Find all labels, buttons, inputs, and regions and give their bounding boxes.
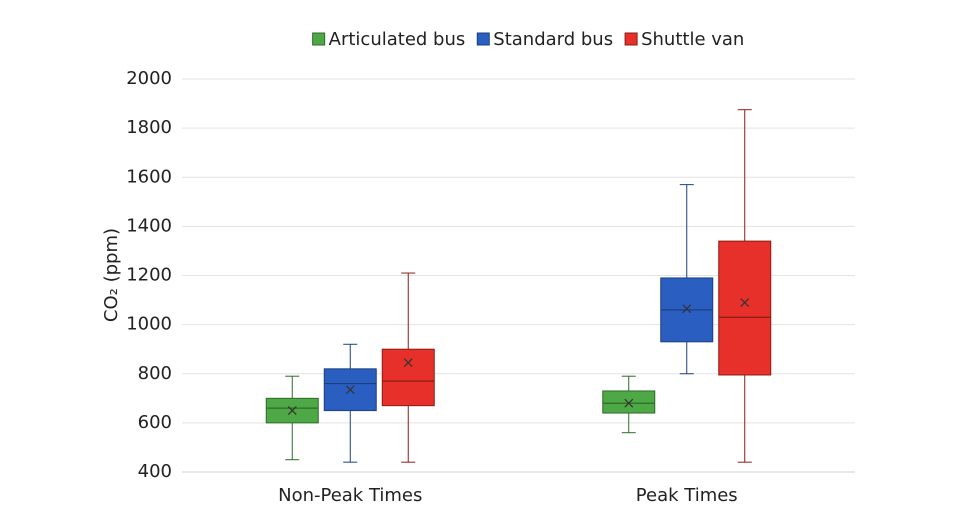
y-tick-label: 1400 (126, 215, 172, 236)
legend-label: Standard bus (493, 29, 613, 50)
mean-marker (740, 298, 750, 307)
mean-marker (682, 304, 692, 314)
y-tick-label: 1200 (126, 265, 172, 286)
box (381, 348, 435, 407)
mean-marker (345, 385, 355, 395)
mean-marker (624, 398, 634, 408)
y-tick-label: 800 (138, 363, 172, 384)
x-tick-label: Non-Peak Times (278, 485, 422, 506)
legend-swatch (624, 32, 638, 46)
y-tick-label: 2000 (126, 68, 172, 89)
x-tick-label: Peak Times (636, 485, 738, 506)
legend-label: Articulated bus (329, 29, 466, 50)
y-tick-label: 1000 (126, 314, 172, 335)
legend-swatch (312, 32, 326, 46)
mean-marker (287, 406, 297, 416)
mean-marker (403, 358, 413, 368)
box (718, 240, 772, 376)
y-tick-label: 1600 (126, 166, 172, 187)
legend-label: Shuttle van (641, 29, 744, 50)
box (602, 390, 656, 414)
y-axis-label: CO₂ (ppm) (101, 228, 122, 322)
legend-swatch (476, 32, 490, 46)
y-tick-label: 600 (138, 412, 172, 433)
y-tick-label: 1800 (126, 117, 172, 138)
y-tick-label: 400 (138, 461, 172, 482)
